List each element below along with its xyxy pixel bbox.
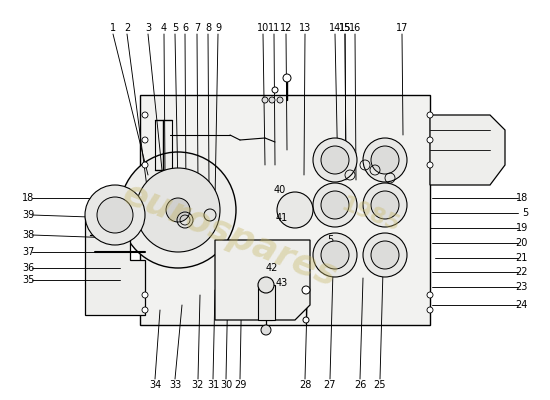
Text: 27: 27 bbox=[324, 380, 336, 390]
Circle shape bbox=[303, 317, 309, 323]
Polygon shape bbox=[85, 215, 145, 315]
Circle shape bbox=[427, 137, 433, 143]
Text: 38: 38 bbox=[22, 230, 34, 240]
Text: 7: 7 bbox=[194, 23, 200, 33]
Text: 24: 24 bbox=[516, 300, 528, 310]
Text: 1: 1 bbox=[110, 23, 116, 33]
Text: 16: 16 bbox=[349, 23, 361, 33]
Text: 25: 25 bbox=[374, 380, 386, 390]
Circle shape bbox=[85, 185, 145, 245]
Circle shape bbox=[363, 138, 407, 182]
Circle shape bbox=[258, 277, 274, 293]
Polygon shape bbox=[215, 240, 310, 320]
Text: 6: 6 bbox=[182, 23, 188, 33]
Circle shape bbox=[272, 87, 278, 93]
Circle shape bbox=[142, 112, 148, 118]
Circle shape bbox=[321, 191, 349, 219]
Text: 34: 34 bbox=[149, 380, 161, 390]
Circle shape bbox=[261, 325, 271, 335]
Circle shape bbox=[97, 197, 133, 233]
Text: 40: 40 bbox=[274, 185, 286, 195]
Text: 43: 43 bbox=[276, 278, 288, 288]
Text: 18: 18 bbox=[516, 193, 528, 203]
Text: 3: 3 bbox=[145, 23, 151, 33]
Text: 19: 19 bbox=[516, 223, 528, 233]
Text: 21: 21 bbox=[516, 253, 528, 263]
Circle shape bbox=[142, 292, 148, 298]
Text: 15: 15 bbox=[339, 23, 351, 33]
Circle shape bbox=[427, 112, 433, 118]
Text: 26: 26 bbox=[354, 380, 366, 390]
Circle shape bbox=[427, 307, 433, 313]
Text: 5: 5 bbox=[172, 23, 178, 33]
Text: 23: 23 bbox=[516, 282, 528, 292]
Text: 29: 29 bbox=[234, 380, 246, 390]
Circle shape bbox=[313, 183, 357, 227]
Text: 5: 5 bbox=[522, 208, 528, 218]
Text: 14: 14 bbox=[329, 23, 341, 33]
Text: 42: 42 bbox=[266, 263, 278, 273]
Circle shape bbox=[363, 233, 407, 277]
Circle shape bbox=[371, 146, 399, 174]
Text: 39: 39 bbox=[22, 210, 34, 220]
Text: 11: 11 bbox=[268, 23, 280, 33]
Text: 5: 5 bbox=[327, 235, 333, 245]
Circle shape bbox=[120, 152, 236, 268]
Text: 31: 31 bbox=[207, 380, 219, 390]
Text: 22: 22 bbox=[515, 267, 528, 277]
Circle shape bbox=[371, 191, 399, 219]
Circle shape bbox=[142, 162, 148, 168]
Text: 17: 17 bbox=[396, 23, 408, 33]
Text: 2: 2 bbox=[124, 23, 130, 33]
Circle shape bbox=[371, 241, 399, 269]
Text: 37: 37 bbox=[22, 247, 34, 257]
Text: 1985: 1985 bbox=[338, 194, 403, 236]
Text: 4: 4 bbox=[161, 23, 167, 33]
Polygon shape bbox=[258, 285, 275, 320]
Text: 8: 8 bbox=[205, 23, 211, 33]
Text: 35: 35 bbox=[22, 275, 34, 285]
Circle shape bbox=[321, 146, 349, 174]
Circle shape bbox=[363, 183, 407, 227]
Circle shape bbox=[427, 292, 433, 298]
Text: 33: 33 bbox=[169, 380, 181, 390]
Polygon shape bbox=[140, 95, 430, 325]
Circle shape bbox=[269, 97, 275, 103]
Text: 9: 9 bbox=[215, 23, 221, 33]
Text: 41: 41 bbox=[276, 213, 288, 223]
Text: 28: 28 bbox=[299, 380, 311, 390]
Text: 20: 20 bbox=[516, 238, 528, 248]
Text: 36: 36 bbox=[22, 263, 34, 273]
Circle shape bbox=[427, 162, 433, 168]
Circle shape bbox=[142, 137, 148, 143]
Circle shape bbox=[277, 192, 313, 228]
Circle shape bbox=[313, 138, 357, 182]
Text: 32: 32 bbox=[192, 380, 204, 390]
Text: 30: 30 bbox=[220, 380, 232, 390]
Circle shape bbox=[302, 286, 310, 294]
Polygon shape bbox=[430, 115, 505, 185]
Circle shape bbox=[313, 233, 357, 277]
Text: 18: 18 bbox=[22, 193, 34, 203]
Circle shape bbox=[166, 198, 190, 222]
Circle shape bbox=[283, 74, 291, 82]
Circle shape bbox=[142, 307, 148, 313]
Text: 13: 13 bbox=[299, 23, 311, 33]
Text: 12: 12 bbox=[280, 23, 292, 33]
Circle shape bbox=[262, 97, 268, 103]
Circle shape bbox=[321, 241, 349, 269]
Circle shape bbox=[136, 168, 220, 252]
Text: 15: 15 bbox=[339, 23, 351, 33]
Circle shape bbox=[277, 97, 283, 103]
Text: eurospares: eurospares bbox=[118, 176, 342, 294]
Text: 10: 10 bbox=[257, 23, 269, 33]
